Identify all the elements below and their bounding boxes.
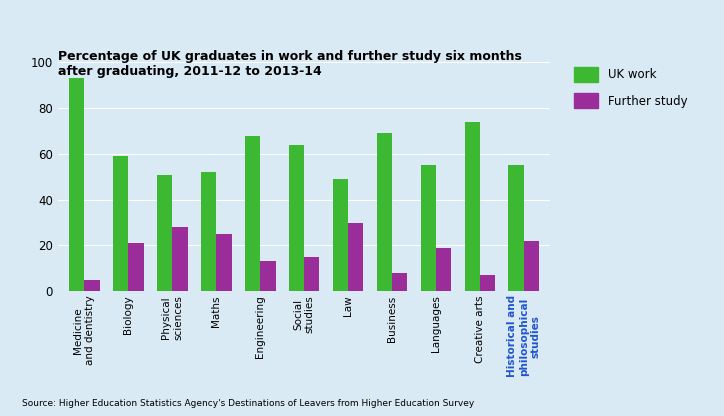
Bar — [172, 227, 188, 291]
Legend: UK work, Further study: UK work, Further study — [571, 64, 691, 111]
Bar — [508, 165, 524, 291]
Bar — [69, 78, 84, 291]
Bar — [289, 145, 304, 291]
Text: Percentage of UK graduates in work and further study six months
after graduating: Percentage of UK graduates in work and f… — [58, 50, 522, 78]
Bar — [348, 223, 363, 291]
Bar — [332, 179, 348, 291]
Bar — [524, 241, 539, 291]
Bar — [245, 136, 260, 291]
Bar — [421, 165, 436, 291]
Bar — [128, 243, 143, 291]
Bar — [216, 234, 232, 291]
Bar — [480, 275, 495, 291]
Bar — [376, 133, 392, 291]
Bar — [304, 257, 319, 291]
Bar — [201, 172, 216, 291]
Bar — [436, 248, 451, 291]
Bar — [392, 273, 408, 291]
Bar — [260, 261, 276, 291]
Bar — [465, 122, 480, 291]
Bar — [84, 280, 100, 291]
Bar — [113, 156, 128, 291]
Bar — [157, 175, 172, 291]
Text: Source: Higher Education Statistics Agency's Destinations of Leavers from Higher: Source: Higher Education Statistics Agen… — [22, 399, 474, 408]
